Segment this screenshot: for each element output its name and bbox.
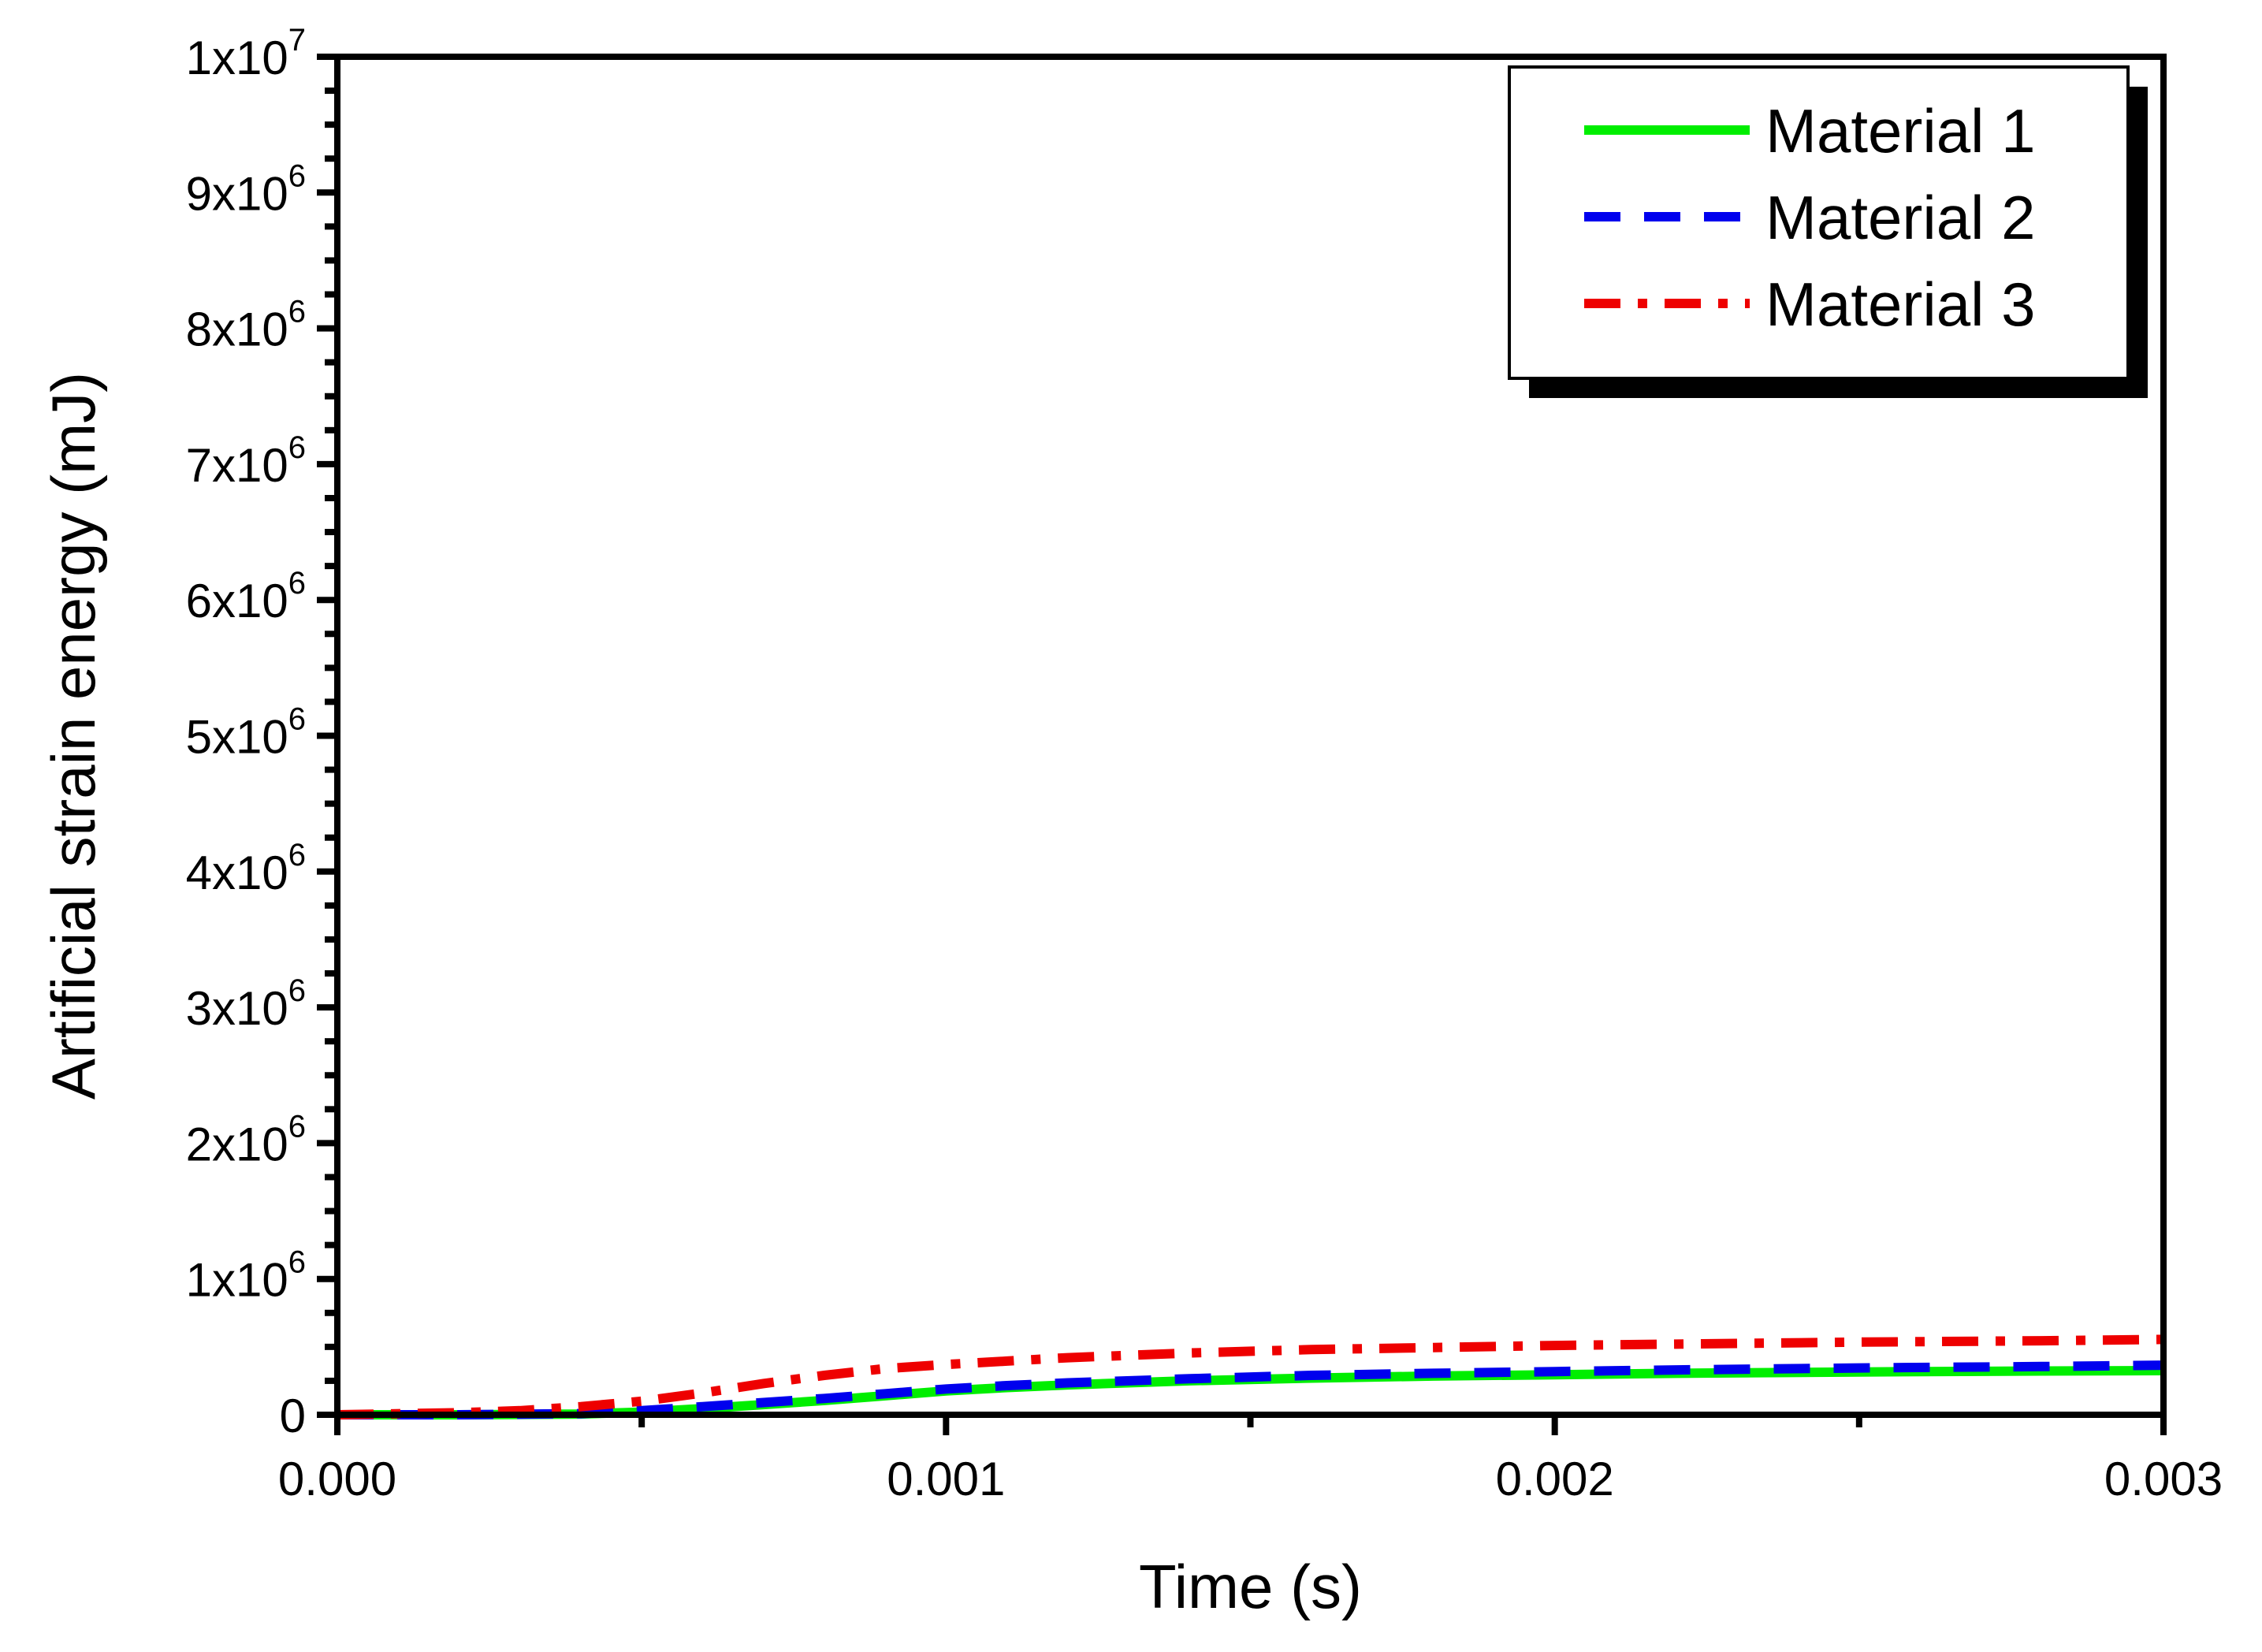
legend-label-3: Material 3 bbox=[1765, 270, 2035, 339]
x-tick-label: 0.002 bbox=[1496, 1453, 1614, 1505]
y-tick-label: 6x106 bbox=[186, 566, 306, 627]
series-line-3 bbox=[337, 1334, 2164, 1419]
y-tick-label: 3x106 bbox=[186, 973, 306, 1035]
x-axis-ticks: 0.000 0.001 0.002 0.003 bbox=[278, 1415, 2223, 1505]
legend-label-1: Material 1 bbox=[1765, 96, 2035, 166]
y-tick-label: 5x106 bbox=[186, 702, 306, 764]
y-axis-title: Artificial strain energy (mJ) bbox=[39, 372, 108, 1099]
y-tick-label: 1x107 bbox=[186, 23, 306, 84]
y-tick-label: 8x106 bbox=[186, 295, 306, 356]
y-tick-label: 9x106 bbox=[186, 158, 306, 220]
y-tick-label: 2x106 bbox=[186, 1109, 306, 1170]
series-line-2 bbox=[337, 1360, 2164, 1419]
y-tick-label: 1x106 bbox=[186, 1245, 306, 1307]
legend-box bbox=[1508, 65, 2130, 380]
legend-label-2: Material 2 bbox=[1765, 183, 2035, 252]
y-tick-label: 4x106 bbox=[186, 838, 306, 899]
y-tick-label: 0 bbox=[280, 1390, 306, 1442]
x-axis-title: Time (s) bbox=[1139, 1552, 1362, 1621]
x-tick-label: 0.000 bbox=[278, 1453, 396, 1505]
y-axis-ticks: 0 1x106 2x106 3x106 4x106 5x106 6x106 7x106 8x10… bbox=[186, 23, 337, 1442]
y-tick-label: 7x106 bbox=[186, 430, 306, 492]
x-tick-label: 0.001 bbox=[887, 1453, 1005, 1505]
legend: Material 1 Material 2 Material 3 bbox=[1508, 65, 2148, 398]
x-tick-label: 0.003 bbox=[2104, 1453, 2223, 1505]
